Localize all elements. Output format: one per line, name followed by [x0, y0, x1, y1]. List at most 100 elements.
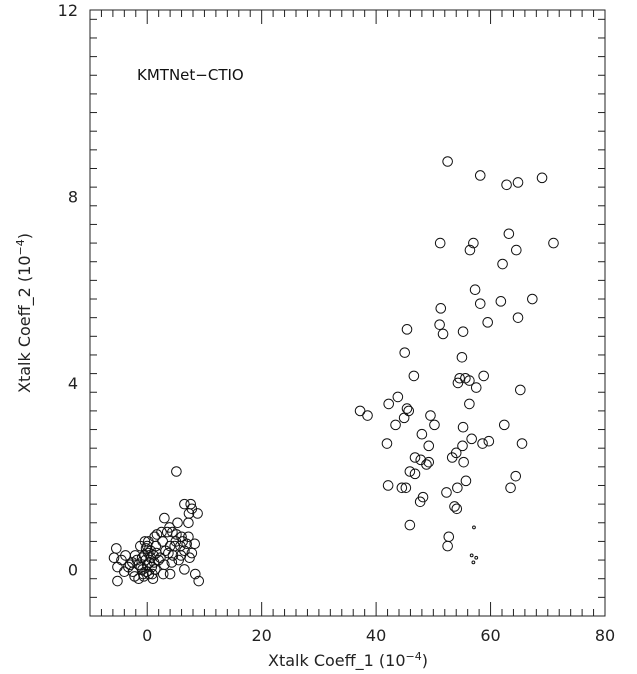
data-point: [147, 573, 159, 585]
data-point-small: [469, 553, 474, 558]
data-point: [425, 410, 436, 421]
data-point: [421, 459, 432, 470]
data-point: [401, 403, 413, 414]
y-tick-label: 8: [68, 187, 78, 206]
plot-frame: [89, 9, 606, 617]
data-point: [409, 468, 421, 480]
data-point: [108, 552, 120, 564]
data-point: [435, 303, 447, 314]
data-point: [189, 538, 201, 550]
data-point: [474, 298, 486, 309]
data-point: [527, 293, 538, 305]
x-tick-label: 20: [251, 626, 271, 645]
data-point: [111, 543, 122, 554]
data-point: [464, 244, 476, 256]
data-point-small: [474, 555, 479, 560]
data-point: [381, 438, 393, 449]
data-point: [482, 317, 493, 328]
data-point: [442, 156, 453, 167]
data-point: [135, 540, 146, 552]
data-point: [441, 487, 452, 498]
x-tick-label: 80: [595, 626, 615, 645]
data-point: [172, 517, 183, 529]
data-point: [354, 405, 366, 417]
data-point: [171, 466, 182, 477]
data-point: [516, 438, 528, 449]
data-point: [166, 557, 178, 568]
data-point: [468, 237, 479, 249]
data-point: [511, 244, 522, 256]
data-point: [183, 517, 194, 529]
data-point: [505, 482, 516, 494]
data-point: [176, 531, 187, 543]
data-point: [501, 179, 512, 191]
data-point: [478, 370, 489, 382]
data-points: [108, 156, 559, 587]
data-point: [497, 258, 508, 270]
data-point: [408, 370, 420, 382]
data-point: [536, 172, 548, 184]
data-point: [409, 452, 421, 463]
x-axis-title: Xtalk Coeff_1 (10−4): [268, 650, 428, 671]
data-point: [129, 571, 140, 582]
data-point: [179, 498, 190, 510]
data-point: [477, 438, 488, 449]
data-point: [164, 568, 176, 580]
data-point: [401, 324, 413, 335]
data-point: [469, 284, 481, 295]
data-point: [423, 440, 435, 452]
data-point: [400, 482, 412, 494]
data-point: [457, 326, 469, 337]
data-point: [141, 540, 153, 552]
data-point: [429, 419, 440, 431]
data-point: [449, 501, 460, 512]
chart-annotation: KMTNet−CTIO: [137, 66, 244, 84]
data-point: [458, 456, 469, 468]
data-point: [189, 568, 201, 580]
data-point: [512, 177, 524, 188]
data-point: [416, 428, 428, 440]
data-point: [460, 475, 472, 487]
data-point: [390, 419, 401, 431]
data-point: [512, 312, 524, 323]
data-point: [404, 519, 416, 531]
data-point: [119, 566, 130, 578]
data-point: [452, 482, 463, 494]
data-point: [515, 384, 526, 396]
y-tick-label: 0: [68, 560, 78, 579]
data-point: [456, 351, 468, 363]
data-point: [163, 547, 174, 559]
data-point: [414, 496, 426, 508]
data-point: [398, 412, 410, 424]
data-point: [112, 561, 123, 573]
data-point: [149, 531, 160, 543]
data-point-small: [472, 525, 476, 530]
data-point: [457, 421, 469, 433]
data-point: [452, 377, 464, 389]
data-point: [457, 440, 468, 452]
data-point: [510, 470, 522, 482]
data-point: [169, 540, 180, 552]
y-tick-label: 12: [58, 1, 78, 20]
y-tick-label: 4: [68, 374, 78, 393]
axis-ticks: [89, 10, 606, 617]
data-point: [466, 433, 477, 445]
data-point: [495, 296, 507, 307]
data-point: [392, 391, 404, 403]
data-point: [181, 538, 193, 550]
data-point: [396, 482, 408, 494]
data-point: [498, 419, 510, 431]
data-point: [548, 237, 559, 249]
data-point: [464, 398, 475, 410]
data-point: [474, 170, 486, 181]
x-tick-label: 0: [142, 626, 152, 645]
data-point: [112, 575, 123, 587]
data-point: [404, 466, 416, 477]
data-point: [159, 512, 170, 524]
data-point: [383, 398, 395, 410]
data-point-small: [471, 560, 476, 565]
data-point: [443, 531, 455, 543]
data-point: [399, 347, 411, 358]
data-point: [434, 237, 446, 249]
